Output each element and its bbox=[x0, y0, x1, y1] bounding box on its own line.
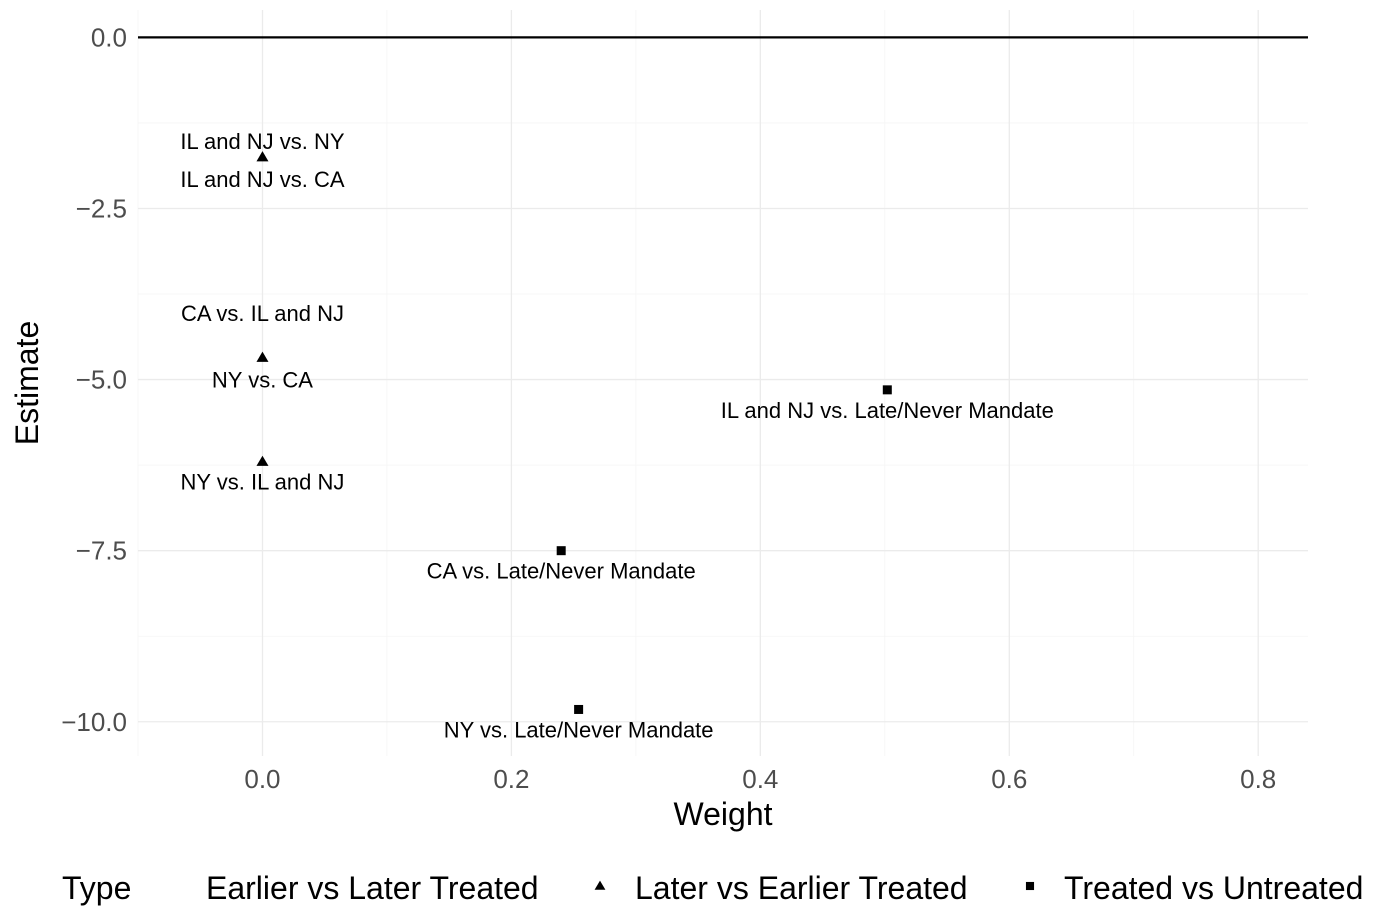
point-label: CA vs. Late/Never Mandate bbox=[427, 559, 696, 584]
legend: Type Earlier vs Later Treated Later vs Ea… bbox=[62, 870, 1363, 906]
square-point bbox=[556, 546, 566, 556]
x-tick-label: 0.8 bbox=[1240, 764, 1276, 794]
x-tick-label: 0.6 bbox=[991, 764, 1027, 794]
square-point bbox=[574, 704, 584, 714]
x-tick-label: 0.4 bbox=[742, 764, 778, 794]
square-point bbox=[882, 385, 892, 395]
y-axis-ticks: 0.0 −2.5 −5.0 −7.5 −10.0 bbox=[61, 22, 127, 736]
point-label: NY vs. IL and NJ bbox=[181, 470, 345, 495]
grid bbox=[137, 10, 1308, 756]
y-tick-label: −2.5 bbox=[76, 193, 127, 223]
triangle-point bbox=[256, 151, 269, 162]
y-tick-label: 0.0 bbox=[91, 22, 127, 52]
legend-entry-label: Later vs Earlier Treated bbox=[635, 870, 968, 906]
legend-key-square bbox=[1025, 881, 1035, 891]
y-tick-label: −7.5 bbox=[76, 536, 127, 566]
y-tick-label: −5.0 bbox=[76, 365, 127, 395]
y-axis-title: Estimate bbox=[9, 321, 45, 445]
x-axis-title: Weight bbox=[673, 796, 772, 832]
triangle-point bbox=[256, 351, 269, 362]
point-labels: IL and NJ vs. NY CA vs. IL and NJ IL and N… bbox=[180, 129, 1053, 742]
point-label: IL and NJ vs. Late/Never Mandate bbox=[721, 398, 1054, 423]
legend-entry-label: Treated vs Untreated bbox=[1064, 870, 1363, 906]
legend-key-triangle bbox=[594, 880, 606, 890]
point-label: IL and NJ vs. NY bbox=[180, 129, 345, 154]
x-tick-label: 0.0 bbox=[244, 764, 280, 794]
point-label: IL and NJ vs. CA bbox=[180, 167, 345, 192]
data-points bbox=[256, 151, 892, 714]
x-tick-label: 0.2 bbox=[493, 764, 529, 794]
point-label: CA vs. IL and NJ bbox=[181, 301, 344, 326]
y-tick-label: −10.0 bbox=[61, 707, 127, 737]
legend-title: Type bbox=[62, 870, 131, 906]
point-label: NY vs. CA bbox=[212, 368, 313, 393]
point-label: NY vs. Late/Never Mandate bbox=[444, 717, 714, 742]
x-axis-ticks: 0.0 0.2 0.4 0.6 0.8 bbox=[244, 764, 1276, 794]
legend-entry-label: Earlier vs Later Treated bbox=[206, 870, 539, 906]
triangle-point bbox=[256, 455, 269, 466]
